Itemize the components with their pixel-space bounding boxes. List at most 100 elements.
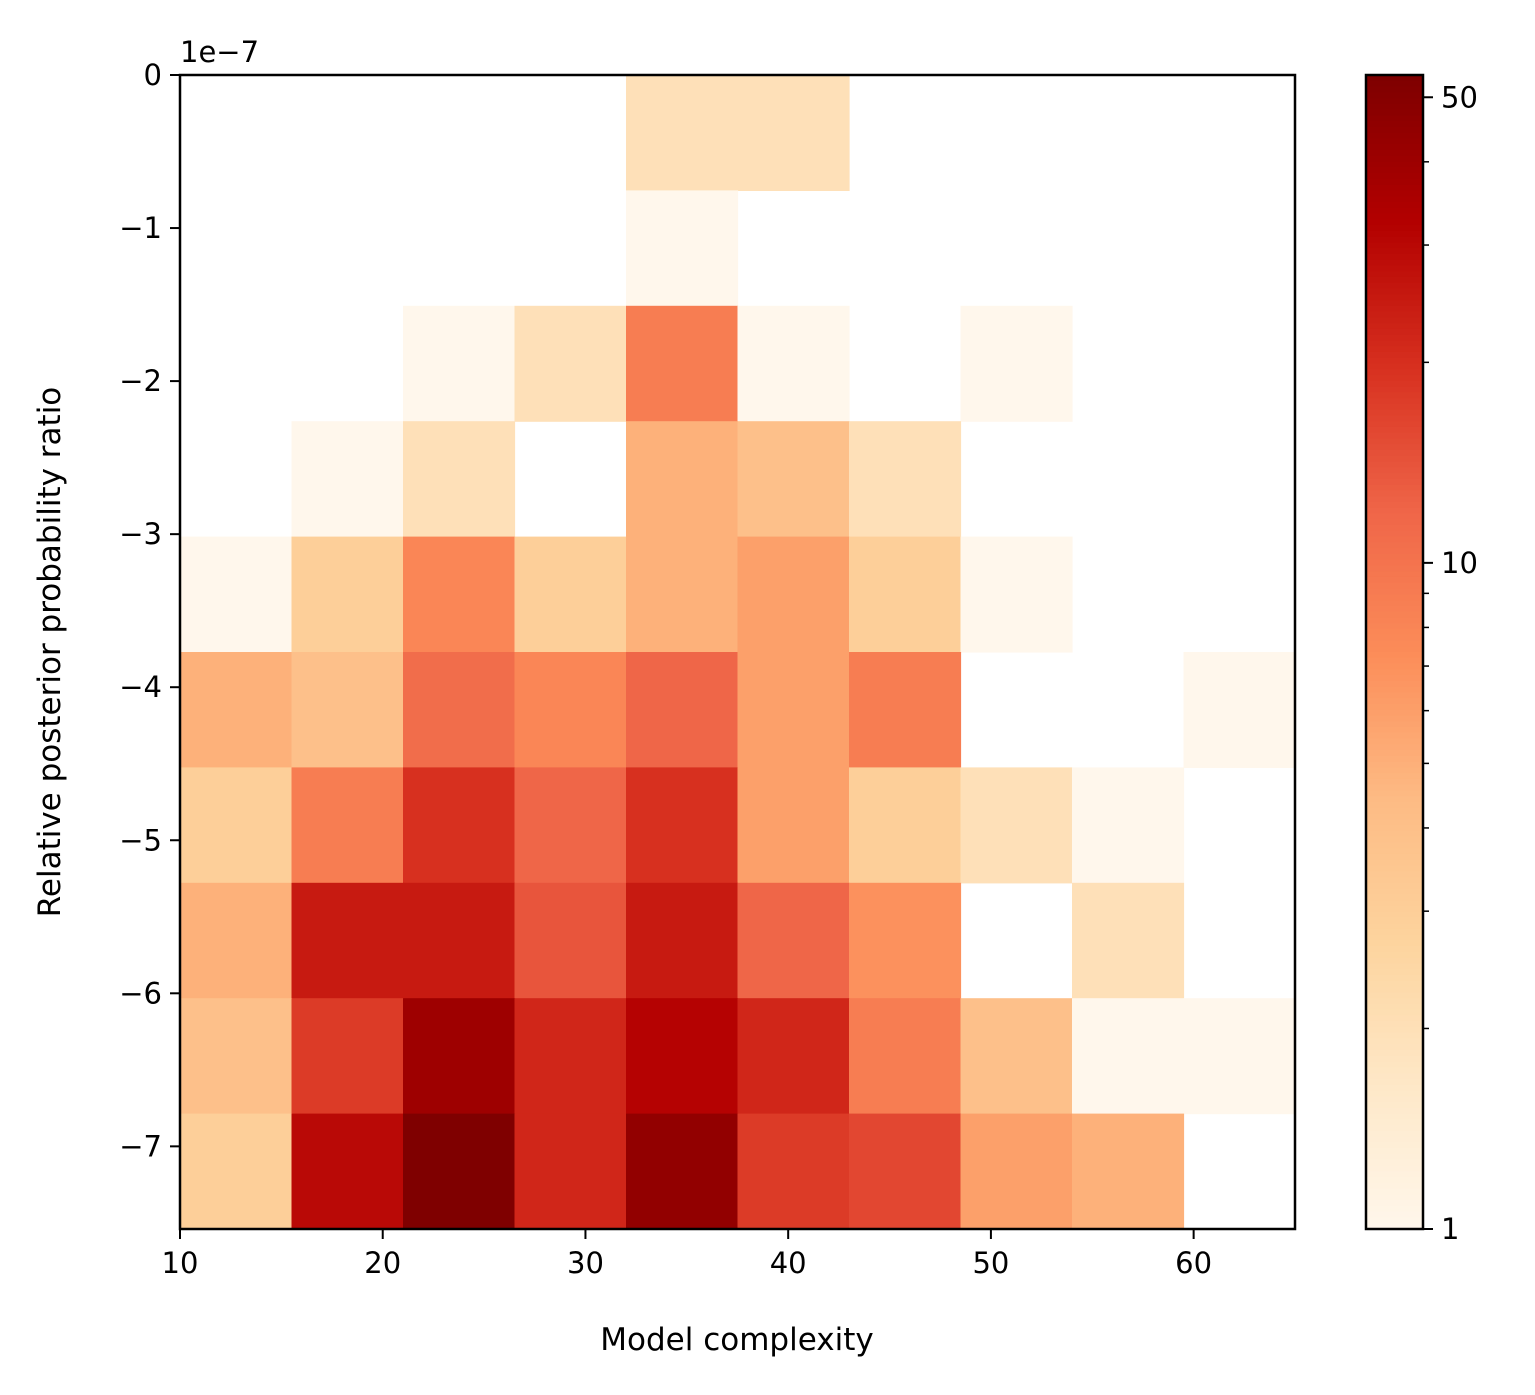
y-axis: 0 −1 −2 −3 −4 −5 −6 −7 — [119, 58, 180, 1163]
colorbar-segment — [1366, 980, 1423, 988]
colorbar-segment — [1366, 1182, 1423, 1190]
colorbar-segment — [1366, 300, 1423, 307]
x-tick-label: 60 — [1175, 1246, 1212, 1280]
colorbar-segment — [1366, 871, 1423, 879]
colorbar-segment — [1366, 928, 1423, 936]
colorbar-segment — [1366, 478, 1423, 486]
colorbar-segment — [1366, 196, 1423, 203]
colorbar-segment — [1366, 1200, 1423, 1207]
plot-frame — [178, 73, 1297, 1231]
colorbar-segment — [1366, 605, 1423, 613]
colorbar-segment — [1366, 415, 1423, 423]
colorbar-segment — [1366, 219, 1423, 227]
colorbar-segment — [1366, 877, 1423, 884]
colorbar-segment — [1366, 669, 1423, 677]
colorbar-segment — [1366, 1113, 1423, 1121]
colorbar-segment — [1366, 819, 1423, 827]
colorbar-segment — [1366, 259, 1423, 267]
colorbar-segment — [1366, 744, 1423, 752]
colorbar-segment — [1366, 103, 1423, 111]
colorbar-segment — [1366, 98, 1423, 105]
colorbar-segment — [1366, 1107, 1423, 1115]
colorbar-segment — [1366, 934, 1423, 942]
heatmap-cell — [626, 421, 739, 538]
colorbar-segment — [1366, 738, 1423, 746]
colorbar-segment — [1366, 1003, 1423, 1011]
colorbar-segment — [1366, 542, 1423, 550]
colorbar-segment — [1366, 836, 1423, 844]
heatmap-cell — [960, 305, 1073, 422]
heatmap-cell — [737, 652, 850, 768]
colorbar-segment — [1366, 848, 1423, 855]
colorbar-segment — [1366, 536, 1423, 544]
colorbar-segment — [1366, 386, 1423, 394]
colorbar-segment — [1366, 1148, 1423, 1155]
colorbar-segment — [1366, 496, 1423, 503]
colorbar-segment — [1366, 796, 1423, 804]
colorbar-segment — [1366, 253, 1423, 261]
x-axis-label: Model complexity — [600, 1322, 873, 1358]
colorbar-segment — [1366, 507, 1423, 515]
colorbar-segment — [1366, 473, 1423, 480]
colorbar-segment — [1366, 501, 1423, 509]
colorbar-segment — [1366, 553, 1423, 561]
colorbar-segment — [1366, 565, 1423, 573]
colorbar-segment — [1366, 80, 1423, 88]
heatmap-cell — [514, 1113, 627, 1230]
colorbar-segment — [1366, 813, 1423, 821]
colorbar-segment — [1366, 842, 1423, 850]
colorbar-segment — [1366, 1084, 1423, 1092]
colorbar-segment — [1366, 1009, 1423, 1017]
colorbar-segment — [1366, 126, 1423, 134]
heatmap-cell — [291, 421, 404, 538]
heatmap-cell — [1072, 998, 1185, 1115]
colorbar-segment — [1366, 715, 1423, 723]
x-tick-label: 10 — [162, 1246, 199, 1280]
colorbar-segment — [1366, 778, 1423, 786]
colorbar-segment — [1366, 155, 1423, 163]
y-offset-label: 1e−7 — [180, 35, 259, 69]
heatmap-cell — [180, 767, 293, 884]
colorbar-segment — [1366, 1217, 1423, 1225]
colorbar-segment — [1366, 513, 1423, 521]
x-axis: 10 20 30 40 50 60 — [162, 1229, 1212, 1280]
colorbar-segment — [1366, 271, 1423, 278]
colorbar-segment — [1366, 680, 1423, 688]
colorbar-segment — [1366, 138, 1423, 146]
colorbar-segment — [1366, 830, 1423, 838]
heatmap-cell — [960, 1113, 1073, 1230]
colorbar-segment — [1366, 484, 1423, 492]
colorbar-segment — [1366, 853, 1423, 861]
colorbar-segment — [1366, 784, 1423, 792]
colorbar-segment — [1366, 519, 1423, 527]
colorbar-segment — [1366, 438, 1423, 446]
colorbar-segment — [1366, 369, 1423, 377]
colorbar-segment — [1366, 750, 1423, 757]
colorbar-segment — [1366, 582, 1423, 590]
colorbar-segment — [1366, 525, 1423, 532]
colorbar-segment — [1366, 807, 1423, 815]
colorbar-segment — [1366, 230, 1423, 238]
x-tick-label: 40 — [770, 1246, 807, 1280]
heatmap-cell — [403, 305, 516, 422]
colorbar-segment — [1366, 375, 1423, 382]
y-tick-label: −1 — [119, 211, 162, 245]
heatmap-cell — [626, 767, 739, 884]
colorbar-segment — [1366, 1061, 1423, 1069]
colorbar-tick-label: 50 — [1441, 80, 1478, 114]
heatmap-cell — [849, 882, 962, 999]
colorbar-segment — [1366, 1032, 1423, 1040]
colorbar-segment — [1366, 686, 1423, 694]
colorbar-segment — [1366, 1102, 1423, 1109]
colorbar-segment — [1366, 767, 1423, 775]
colorbar-tick-label: 1 — [1441, 1212, 1459, 1246]
colorbar-segment — [1366, 1223, 1423, 1230]
colorbar-segment — [1366, 351, 1423, 359]
heatmap-cells — [180, 75, 1296, 1230]
colorbar-segment — [1366, 380, 1423, 388]
heatmap-cell — [737, 421, 850, 538]
colorbar-segment — [1366, 548, 1423, 555]
colorbar-segment — [1366, 825, 1423, 832]
heatmap-cell — [514, 652, 627, 768]
heatmap-cell — [291, 1113, 404, 1230]
